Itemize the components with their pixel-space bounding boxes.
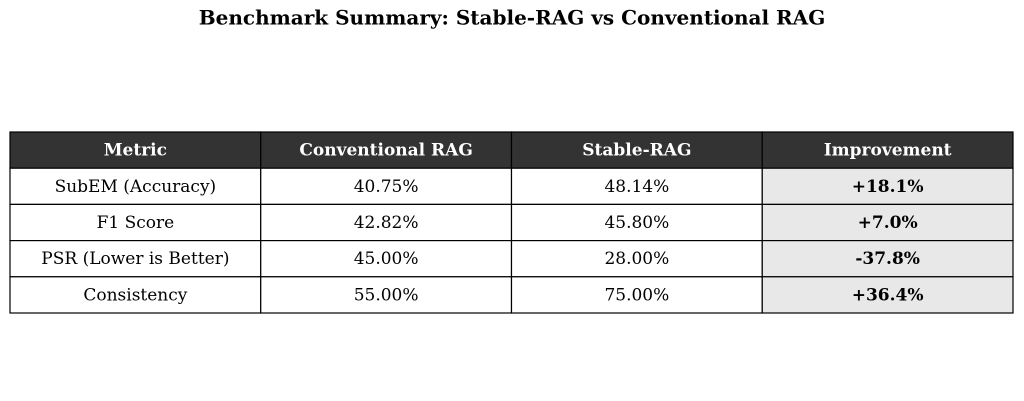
table-cell [510,276,763,314]
header-text: Stable-RAG [582,141,691,161]
table-cell [260,167,513,205]
cell-text: +18.1% [852,177,924,197]
cell-text: 45.00% [354,249,419,269]
table-cell [9,276,262,314]
cell-text: PSR (Lower is Better) [41,249,229,269]
table-cell [761,167,1014,205]
header-text: Improvement [824,141,952,161]
table-cell [260,203,513,242]
cell-text: 48.14% [604,177,669,197]
table-cell [260,276,513,314]
table-cell [761,240,1014,278]
cell-text: +7.0% [858,213,918,233]
cell-text: 28.00% [604,249,669,269]
table-cell [761,276,1014,314]
cell-text: 40.75% [354,177,419,197]
table-cell [761,203,1014,242]
cell-text: 55.00% [354,285,419,305]
header-text: Conventional RAG [299,141,473,161]
header-cell [761,131,1014,169]
header-cell [510,131,763,169]
cell-text: 42.82% [354,213,419,233]
header-cell [260,131,513,169]
header-cell [9,131,262,169]
cell-text: SubEM (Accuracy) [55,177,217,197]
cell-text: +36.4% [852,285,924,305]
cell-text: -37.8% [855,249,920,269]
cell-text: 45.80% [604,213,669,233]
cell-text: Consistency [83,285,187,305]
table-cell [260,240,513,278]
title: Benchmark Summary: Stable-RAG vs Convent… [199,6,826,30]
cell-text: 75.00% [604,285,669,305]
header-text: Metric [104,141,167,161]
cell-text: F1 Score [97,213,175,233]
